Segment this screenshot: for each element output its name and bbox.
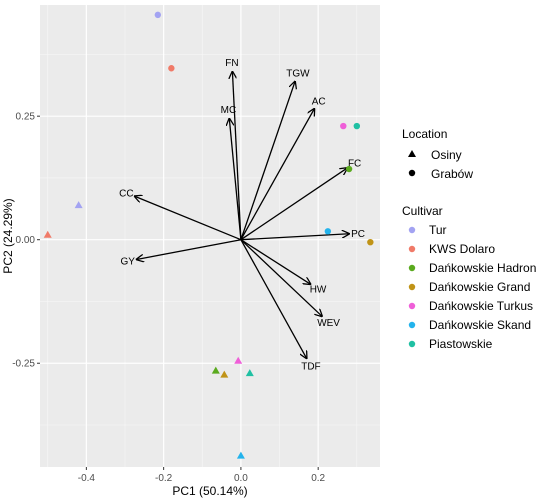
loading-label-fn: FN xyxy=(225,58,238,69)
y-tick-label: 0.00 xyxy=(16,235,36,246)
score-point xyxy=(43,230,52,238)
loading-arrow-wev xyxy=(240,239,322,317)
loading-arrow-mc xyxy=(229,119,242,240)
loading-label-ac: AC xyxy=(312,96,326,107)
cultivar-legend-key xyxy=(408,283,416,291)
y-tick-label: -0.25 xyxy=(12,359,35,370)
loading-label-tgw: TGW xyxy=(286,69,310,80)
score-point xyxy=(154,11,162,19)
x-tick-label: -0.4 xyxy=(78,473,96,484)
cultivar-legend-key xyxy=(408,302,416,310)
location-legend-key xyxy=(408,169,416,177)
cultivar-legend-title: Cultivar xyxy=(402,204,443,218)
loading-label-gy: GY xyxy=(121,257,136,268)
loading-label-hw: HW xyxy=(310,285,327,296)
cultivar-legend: Cultivar Tur KWS Dolaro Dańkowskie Hadron D… xyxy=(402,204,536,351)
loading-label-wev: WEV xyxy=(317,318,340,329)
y-tick-label: 0.25 xyxy=(16,112,36,123)
cultivar-legend-label: Dańkowskie Grand xyxy=(429,280,530,294)
loading-arrow-pc xyxy=(240,234,349,241)
plot-panel xyxy=(40,5,380,467)
loading-arrow-tdf xyxy=(240,239,307,359)
score-point xyxy=(324,228,332,235)
score-point xyxy=(367,238,374,246)
x-tick-label: 0.0 xyxy=(234,473,248,484)
x-tick-label: 0.2 xyxy=(311,473,325,484)
location-legend-title: Location xyxy=(402,127,447,141)
cultivar-legend-key xyxy=(408,264,416,272)
loading-label-cc: CC xyxy=(119,188,133,199)
loading-label-tdf: TDF xyxy=(301,362,320,373)
loading-arrow-tgw xyxy=(240,82,295,240)
score-point xyxy=(220,370,229,378)
score-point xyxy=(245,369,254,377)
cultivar-legend-key xyxy=(408,226,416,234)
loading-label-mc: MC xyxy=(221,105,237,116)
score-point xyxy=(211,366,220,374)
x-axis-title: PC1 (50.14%) xyxy=(172,484,247,498)
loading-label-fc: FC xyxy=(348,159,361,170)
location-legend-label: Grabów xyxy=(431,167,473,181)
y-axis-title: PC2 (24.29%) xyxy=(1,198,15,273)
loading-arrow-cc xyxy=(135,196,242,241)
loading-arrow-fc xyxy=(240,168,347,241)
cultivar-legend-key xyxy=(408,245,416,253)
cultivar-legend-label: Piastowskie xyxy=(429,337,493,351)
loading-arrow-hw xyxy=(240,239,311,284)
cultivar-legend-label: Dańkowskie Skand xyxy=(429,318,531,332)
y-axis-ticks: -0.25 0.00 0.25 xyxy=(12,112,40,370)
score-point xyxy=(234,356,243,364)
loading-vectors: FN TGW AC MC FC CC PC GY HW WEV TDF xyxy=(119,58,365,372)
score-point xyxy=(345,165,353,173)
x-tick-label: -0.2 xyxy=(155,473,173,484)
x-axis-ticks: -0.4 -0.2 0.0 0.2 xyxy=(78,467,326,484)
location-legend-key xyxy=(408,150,416,157)
loading-arrow-fn xyxy=(232,72,242,240)
cultivar-legend-label: KWS Dolaro xyxy=(429,242,495,256)
loading-label-pc: PC xyxy=(351,229,365,240)
score-point xyxy=(168,65,175,72)
cultivar-legend-key xyxy=(408,340,416,348)
location-legend-label: Osiny xyxy=(431,148,462,162)
cultivar-legend-label: Dańkowskie Hadron xyxy=(429,261,536,275)
location-legend: Location Osiny Grabów xyxy=(402,127,473,181)
score-point xyxy=(74,201,83,209)
cultivar-legend-key xyxy=(408,321,416,329)
score-points xyxy=(43,11,374,459)
score-point xyxy=(236,451,245,459)
cultivar-legend-label: Dańkowskie Turkus xyxy=(429,299,533,313)
score-point xyxy=(353,122,361,130)
loading-arrow-ac xyxy=(240,109,314,241)
cultivar-legend-label: Tur xyxy=(429,223,447,237)
score-point xyxy=(340,122,347,130)
loading-arrow-gy xyxy=(137,239,242,260)
